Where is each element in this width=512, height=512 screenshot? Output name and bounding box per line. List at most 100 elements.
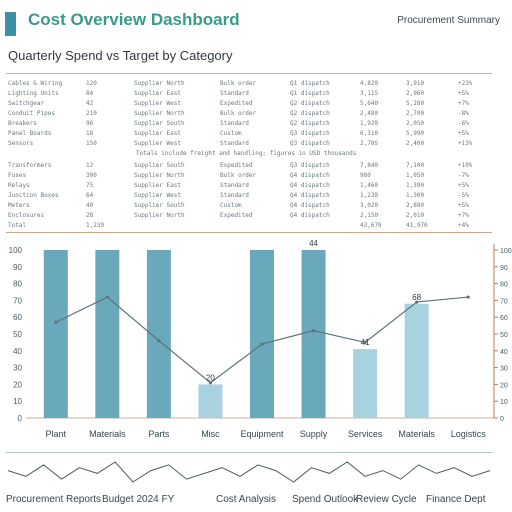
table-cell: Supplier East bbox=[134, 182, 181, 189]
table-cell: 2,480 bbox=[360, 110, 379, 117]
table-cell: 4,820 bbox=[360, 80, 379, 87]
y2-tick-label: 30 bbox=[500, 366, 508, 373]
footer-item: Spend Outlook bbox=[292, 494, 359, 505]
table-cell: 2,705 bbox=[360, 140, 379, 147]
table-cell: Enclosures bbox=[8, 212, 45, 219]
table-cell: Custom bbox=[220, 130, 242, 137]
x-tick-label: Logistics bbox=[451, 429, 487, 439]
app-title: Cost Overview Dashboard bbox=[28, 10, 240, 29]
table-cell: +7% bbox=[458, 212, 469, 219]
table-row: Switchgear 42 Supplier West Expedited Q2 dis… bbox=[6, 100, 492, 110]
table-cell: 18 bbox=[86, 130, 94, 137]
table-cell: 5,640 bbox=[360, 100, 379, 107]
table-cell: Relays bbox=[8, 182, 30, 189]
footer: Procurement Reports Budget 2024 FY Cost An… bbox=[6, 494, 492, 508]
line-point-1 bbox=[105, 295, 109, 299]
table-row: Conduit Pipes 210 Supplier North Bulk order… bbox=[6, 110, 492, 120]
y-tick-label: 10 bbox=[13, 397, 22, 406]
table-cell: 6,310 bbox=[360, 130, 379, 137]
table-cell: Standard bbox=[220, 120, 249, 127]
y2-tick-label: 50 bbox=[500, 332, 508, 339]
table-cell: -5% bbox=[458, 192, 469, 199]
table-cell: 75 bbox=[86, 182, 94, 189]
table-cell: 3,020 bbox=[360, 202, 379, 209]
table-row: Enclosures 28 Supplier North Expedited Q4 di… bbox=[6, 212, 492, 222]
table-cell: Q4 dispatch bbox=[290, 182, 330, 189]
table-cell: 150 bbox=[86, 140, 97, 147]
line-point-7 bbox=[415, 300, 419, 304]
x-tick-label: Equipment bbox=[240, 429, 284, 439]
table-row: Cables & Wiring 120 Supplier North Bulk ord… bbox=[6, 80, 492, 90]
bar-3 bbox=[198, 384, 223, 418]
line-point-5 bbox=[311, 329, 316, 333]
table-cell: 2,400 bbox=[406, 140, 425, 147]
table-cell: 300 bbox=[86, 172, 97, 179]
table-cell: Supplier North bbox=[134, 172, 185, 179]
table-cell: Supplier West bbox=[134, 100, 181, 107]
line-point-4 bbox=[260, 342, 264, 346]
table-cell: 42 bbox=[86, 100, 94, 107]
table-cell: -6% bbox=[458, 120, 469, 127]
table-cell: Supplier East bbox=[134, 90, 181, 97]
table-cell: Supplier South bbox=[134, 162, 185, 169]
table-cell: Q3 dispatch bbox=[290, 130, 330, 137]
table-cell: Panel Boards bbox=[8, 130, 52, 137]
table-row: Lighting Units 84 Supplier East Standard Q1 … bbox=[6, 90, 492, 100]
table-cell: Standard bbox=[220, 182, 249, 189]
y2-tick-label: 40 bbox=[500, 349, 508, 356]
table-note: Totals include freight and handling; fig… bbox=[136, 150, 357, 157]
table-cell: Supplier West bbox=[134, 140, 181, 147]
header-meta: Procurement Summary bbox=[397, 15, 500, 26]
line-point-2 bbox=[157, 339, 161, 343]
table-cell: +5% bbox=[458, 202, 469, 209]
table-cell: +5% bbox=[458, 90, 469, 97]
table-cell: 980 bbox=[360, 172, 371, 179]
table-cell: 5,280 bbox=[406, 100, 425, 107]
table-cell: +5% bbox=[458, 130, 469, 137]
line-point-6 bbox=[363, 340, 367, 344]
x-tick-label: Materials bbox=[89, 429, 126, 439]
y-tick-label: 40 bbox=[13, 347, 22, 356]
data-table: Cables & Wiring 120 Supplier North Bulk ord… bbox=[6, 76, 492, 229]
table-cell: Q2 dispatch bbox=[290, 100, 330, 107]
table-cell: Q3 dispatch bbox=[290, 140, 330, 147]
table-cell: 41,970 bbox=[406, 222, 428, 229]
table-cell: 96 bbox=[86, 120, 94, 127]
y2-tick-label: 80 bbox=[500, 282, 508, 289]
table-row: Panel Boards 18 Supplier East Custom Q3 disp… bbox=[6, 130, 492, 140]
data-label: 44 bbox=[309, 239, 318, 248]
bar-4 bbox=[250, 250, 274, 418]
y2-tick-label: 10 bbox=[500, 399, 508, 406]
y-tick-label: 70 bbox=[13, 296, 22, 305]
y-tick-label: 90 bbox=[13, 263, 22, 272]
table-row: Breakers 96 Supplier South Standard Q2 dispa… bbox=[6, 120, 492, 130]
bar-0 bbox=[43, 250, 68, 418]
table-cell: Q3 dispatch bbox=[290, 162, 330, 169]
table-cell: 40 bbox=[86, 202, 94, 209]
table-cell: 1,390 bbox=[406, 182, 425, 189]
table-cell: Cables & Wiring bbox=[8, 80, 63, 87]
divider bbox=[6, 452, 492, 453]
table-cell: Q4 dispatch bbox=[290, 202, 330, 209]
table-cell: +23% bbox=[458, 80, 473, 87]
data-label: 68 bbox=[412, 293, 421, 302]
table-cell: 120 bbox=[86, 80, 97, 87]
table-cell: Fuses bbox=[8, 172, 27, 179]
table-cell: Supplier North bbox=[134, 80, 185, 87]
table-cell: 1,239 bbox=[86, 222, 105, 229]
table-cell: Standard bbox=[220, 140, 249, 147]
table-cell: +5% bbox=[458, 182, 469, 189]
y2-tick-label: 0 bbox=[500, 416, 504, 423]
table-cell: Custom bbox=[220, 202, 242, 209]
table-cell: 1,300 bbox=[406, 192, 425, 199]
table-cell: Q4 dispatch bbox=[290, 172, 330, 179]
table-cell: Q4 dispatch bbox=[290, 192, 330, 199]
y2-tick-label: 20 bbox=[500, 382, 508, 389]
y-tick-label: 100 bbox=[9, 246, 23, 255]
table-cell: 1,050 bbox=[406, 172, 425, 179]
y-tick-label: 80 bbox=[13, 280, 22, 289]
table-cell: Bulk order bbox=[220, 80, 257, 87]
table-cell: Sensors bbox=[8, 140, 34, 147]
y-tick-label: 50 bbox=[13, 330, 22, 339]
table-cell: Bulk order bbox=[220, 110, 257, 117]
